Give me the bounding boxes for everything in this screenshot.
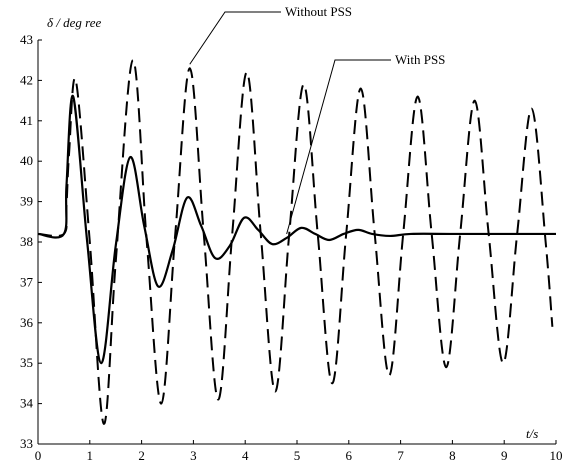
x-tick-label: 3 — [190, 448, 197, 463]
y-tick-label: 40 — [20, 153, 33, 168]
x-tick-label: 4 — [242, 448, 249, 463]
x-tick-label: 5 — [294, 448, 301, 463]
x-tick-label: 9 — [501, 448, 508, 463]
x-tick-label: 10 — [550, 448, 563, 463]
y-tick-label: 43 — [20, 32, 33, 47]
y-tick-label: 34 — [20, 396, 34, 411]
annotation-leader — [189, 11, 281, 65]
y-tick-label: 39 — [20, 194, 33, 209]
x-tick-label: 6 — [346, 448, 353, 463]
series-line-with-pss — [37, 94, 556, 365]
series-layer — [37, 59, 556, 425]
y-tick-label: 41 — [20, 113, 33, 128]
y-axis-label: δ / deg ree — [47, 15, 102, 30]
y-tick-label: 33 — [20, 436, 33, 451]
series-line-without-pss — [37, 59, 554, 425]
y-tick-label: 36 — [20, 315, 34, 330]
annotations: Without PSS With PSS — [189, 4, 445, 235]
annotation-label: With PSS — [395, 52, 445, 67]
x-tick-label: 7 — [397, 448, 404, 463]
x-tick-label: 2 — [138, 448, 145, 463]
y-tick-label: 42 — [20, 72, 33, 87]
annotation-label: Without PSS — [285, 4, 352, 19]
y-tick-label: 38 — [20, 234, 33, 249]
x-tick-label: 8 — [449, 448, 456, 463]
y-tick-label: 35 — [20, 355, 33, 370]
x-tick-label: 0 — [35, 448, 42, 463]
x-axis-label: t/s — [526, 426, 538, 441]
y-ticks: 33 34 35 36 37 38 39 40 41 42 43 — [20, 32, 42, 451]
x-tick-label: 1 — [87, 448, 94, 463]
y-tick-label: 37 — [20, 274, 34, 289]
annotation-leader — [286, 59, 391, 235]
x-ticks: 0 1 2 3 4 5 6 7 8 9 10 — [35, 440, 563, 463]
